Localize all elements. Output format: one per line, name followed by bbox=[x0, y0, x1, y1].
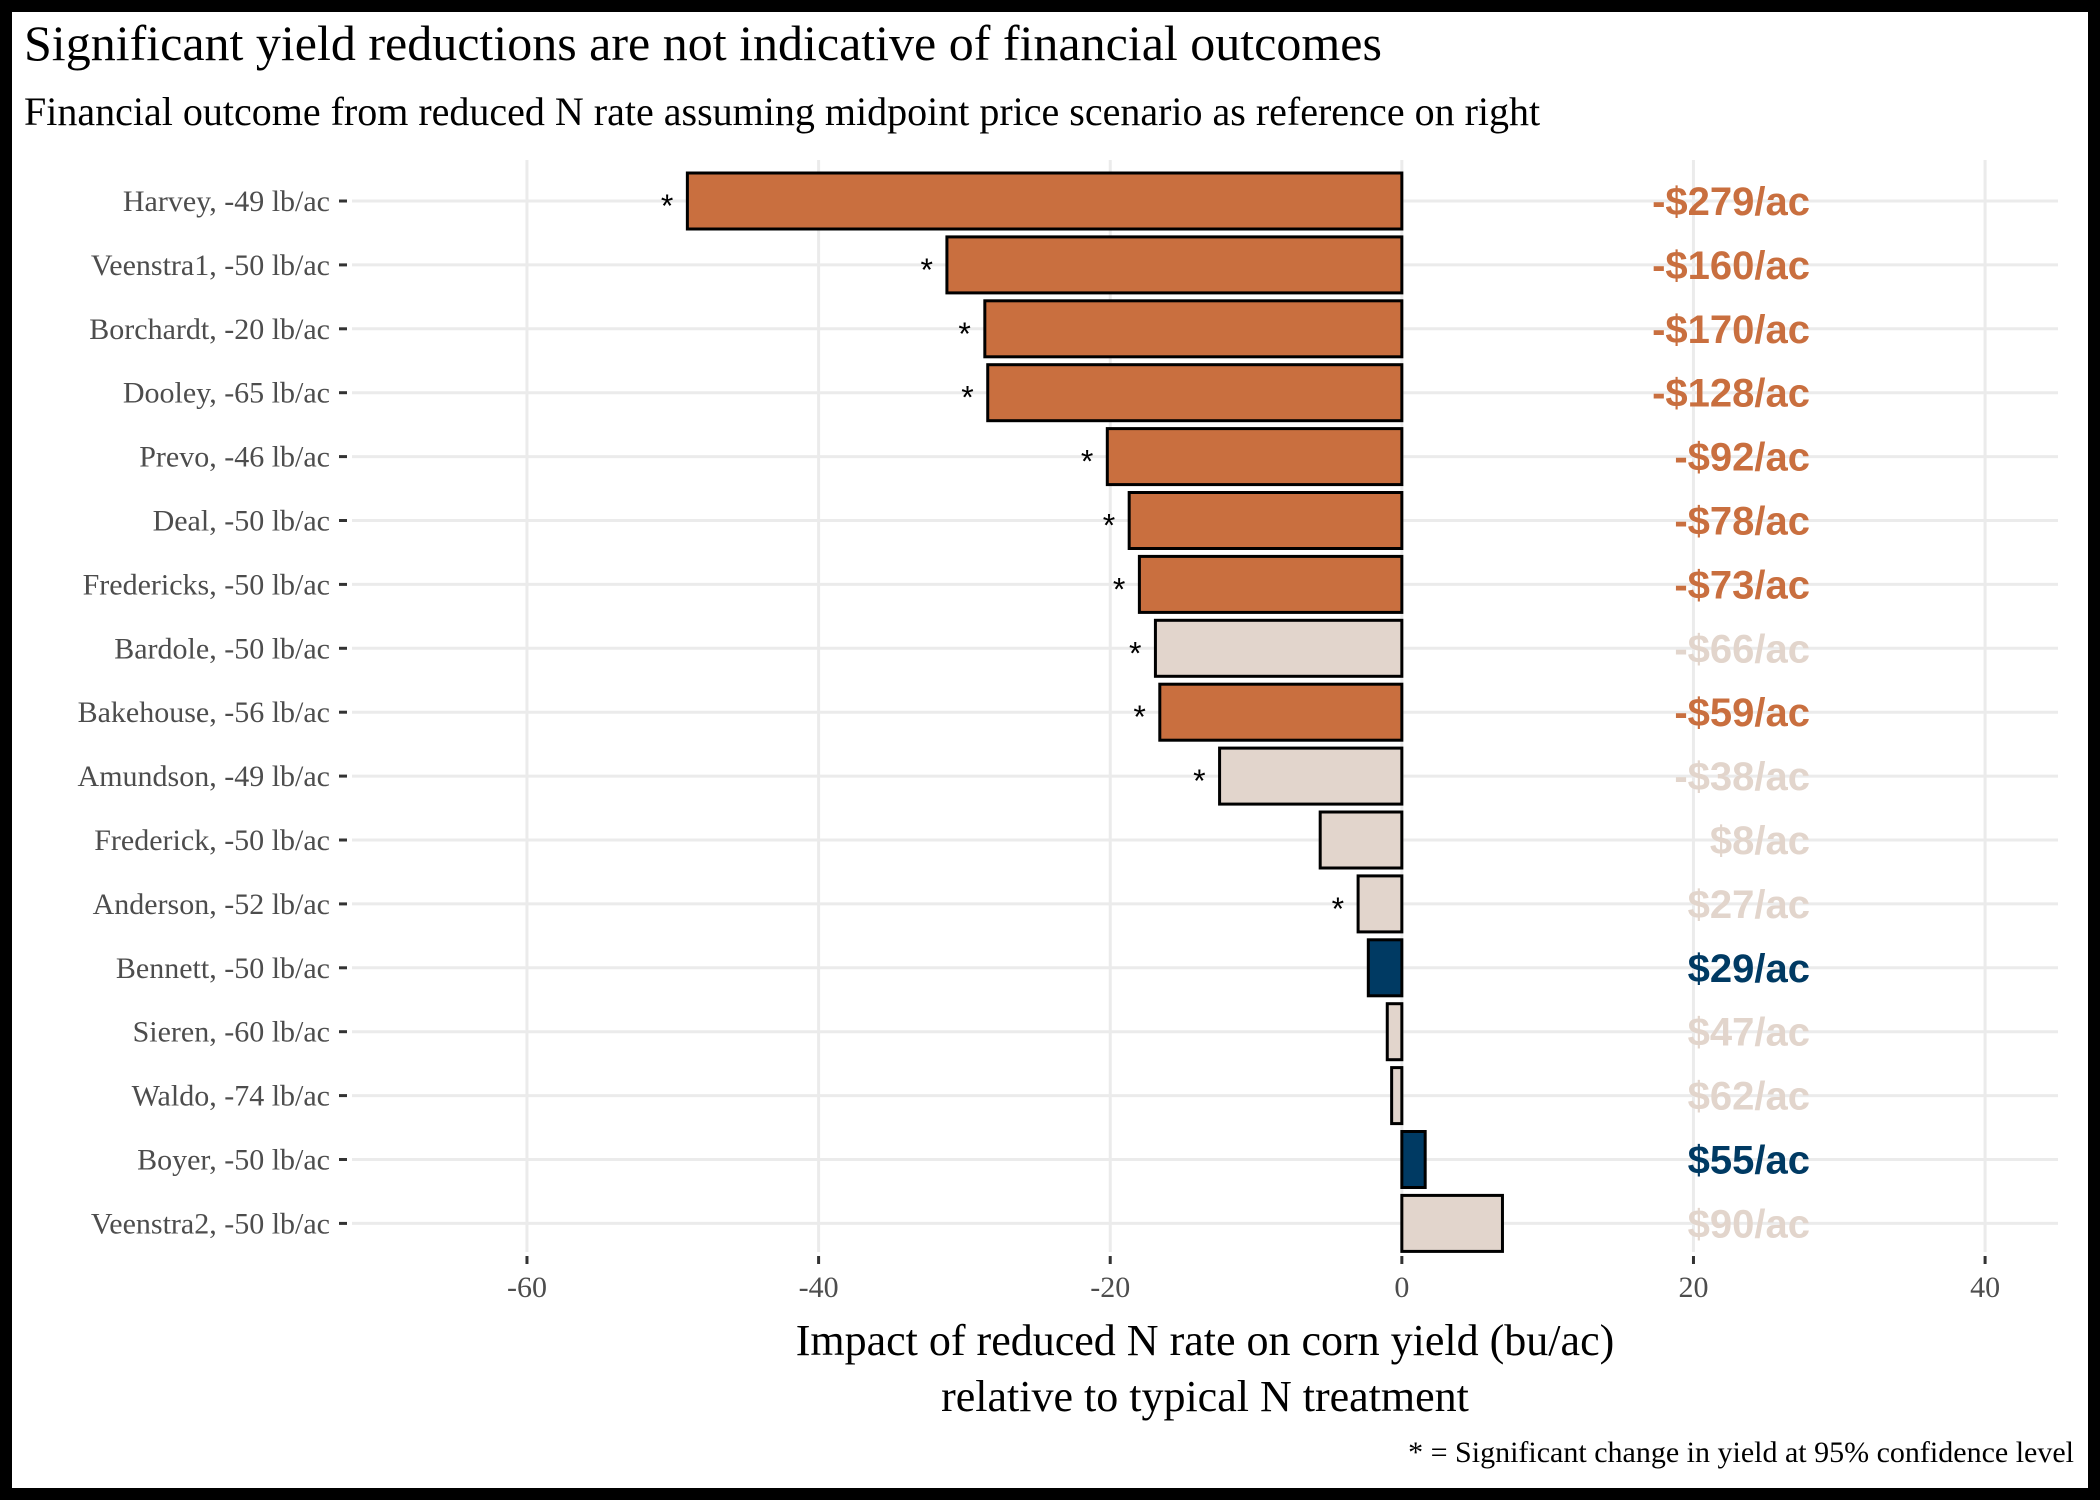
category-label: Bennett, -50 lb/ac bbox=[116, 952, 330, 985]
financial-label: $27/ac bbox=[1688, 883, 1810, 927]
x-tick-label: 40 bbox=[1970, 1271, 2000, 1304]
significance-star: * bbox=[1103, 508, 1115, 544]
significance-star: * bbox=[1129, 635, 1141, 671]
bar bbox=[1402, 1195, 1503, 1251]
bar bbox=[1107, 429, 1402, 485]
financial-label: -$73/ac bbox=[1674, 563, 1810, 607]
x-tick-label: -40 bbox=[799, 1271, 839, 1304]
category-label: Boyer, -50 lb/ac bbox=[137, 1144, 330, 1177]
category-label: Prevo, -46 lb/ac bbox=[139, 441, 330, 474]
financial-label: -$38/ac bbox=[1674, 755, 1810, 799]
bar bbox=[1129, 493, 1402, 549]
significance-star: * bbox=[1113, 571, 1125, 607]
bar bbox=[1402, 1132, 1425, 1188]
category-label: Veenstra1, -50 lb/ac bbox=[91, 249, 330, 282]
category-label: Borchardt, -20 lb/ac bbox=[89, 313, 330, 346]
bar bbox=[1368, 940, 1402, 996]
category-label: Bardole, -50 lb/ac bbox=[114, 632, 330, 665]
significance-star: * bbox=[1133, 699, 1145, 735]
financial-label: -$128/ac bbox=[1652, 372, 1810, 416]
bar bbox=[985, 301, 1402, 357]
significance-star: * bbox=[1193, 763, 1205, 799]
footnote: * = Significant change in yield at 95% c… bbox=[1408, 1436, 2074, 1470]
x-tick-label: -20 bbox=[1090, 1271, 1130, 1304]
bar bbox=[1160, 684, 1402, 740]
bar bbox=[1392, 1068, 1402, 1124]
significance-star: * bbox=[1332, 891, 1344, 927]
category-label: Deal, -50 lb/ac bbox=[153, 505, 330, 538]
category-label: Frederick, -50 lb/ac bbox=[94, 824, 330, 857]
bar bbox=[988, 365, 1402, 421]
bar bbox=[947, 237, 1402, 293]
x-axis-title: relative to typical N treatment bbox=[941, 1372, 1469, 1421]
category-label: Waldo, -74 lb/ac bbox=[132, 1080, 330, 1113]
bar bbox=[1320, 812, 1402, 868]
financial-label: $62/ac bbox=[1688, 1075, 1810, 1119]
financial-label: $90/ac bbox=[1688, 1202, 1810, 1246]
significance-star: * bbox=[961, 380, 973, 416]
x-tick-label: 0 bbox=[1394, 1271, 1409, 1304]
x-axis-title: Impact of reduced N rate on corn yield (… bbox=[796, 1316, 1615, 1365]
x-tick-label: -60 bbox=[507, 1271, 547, 1304]
category-label: Amundson, -49 lb/ac bbox=[78, 760, 330, 793]
bar bbox=[1155, 620, 1401, 676]
category-label: Bakehouse, -56 lb/ac bbox=[78, 696, 330, 729]
bar bbox=[1358, 876, 1402, 932]
bar bbox=[1220, 748, 1402, 804]
financial-label: -$170/ac bbox=[1652, 308, 1810, 352]
financial-label: $8/ac bbox=[1710, 819, 1810, 863]
significance-star: * bbox=[1081, 444, 1093, 480]
bar bbox=[1387, 1004, 1402, 1060]
significance-star: * bbox=[958, 316, 970, 352]
financial-label: $55/ac bbox=[1688, 1139, 1810, 1183]
financial-label: -$92/ac bbox=[1674, 436, 1810, 480]
category-label: Anderson, -52 lb/ac bbox=[93, 888, 330, 921]
category-label: Fredericks, -50 lb/ac bbox=[83, 568, 330, 601]
category-label: Harvey, -49 lb/ac bbox=[123, 185, 330, 218]
financial-label: -$66/ac bbox=[1674, 627, 1810, 671]
financial-label: $29/ac bbox=[1688, 947, 1810, 991]
category-label: Dooley, -65 lb/ac bbox=[123, 377, 330, 410]
bar bbox=[687, 173, 1401, 229]
financial-label: -$160/ac bbox=[1652, 244, 1810, 288]
significance-star: * bbox=[661, 188, 673, 224]
financial-label: -$78/ac bbox=[1674, 500, 1810, 544]
x-tick-label: 20 bbox=[1678, 1271, 1708, 1304]
financial-label: $47/ac bbox=[1688, 1011, 1810, 1055]
financial-label: -$279/ac bbox=[1652, 180, 1810, 224]
significance-star: * bbox=[920, 252, 932, 288]
bar bbox=[1139, 556, 1401, 612]
financial-label: -$59/ac bbox=[1674, 691, 1810, 735]
category-label: Veenstra2, -50 lb/ac bbox=[91, 1207, 330, 1240]
category-label: Sieren, -60 lb/ac bbox=[133, 1016, 330, 1049]
